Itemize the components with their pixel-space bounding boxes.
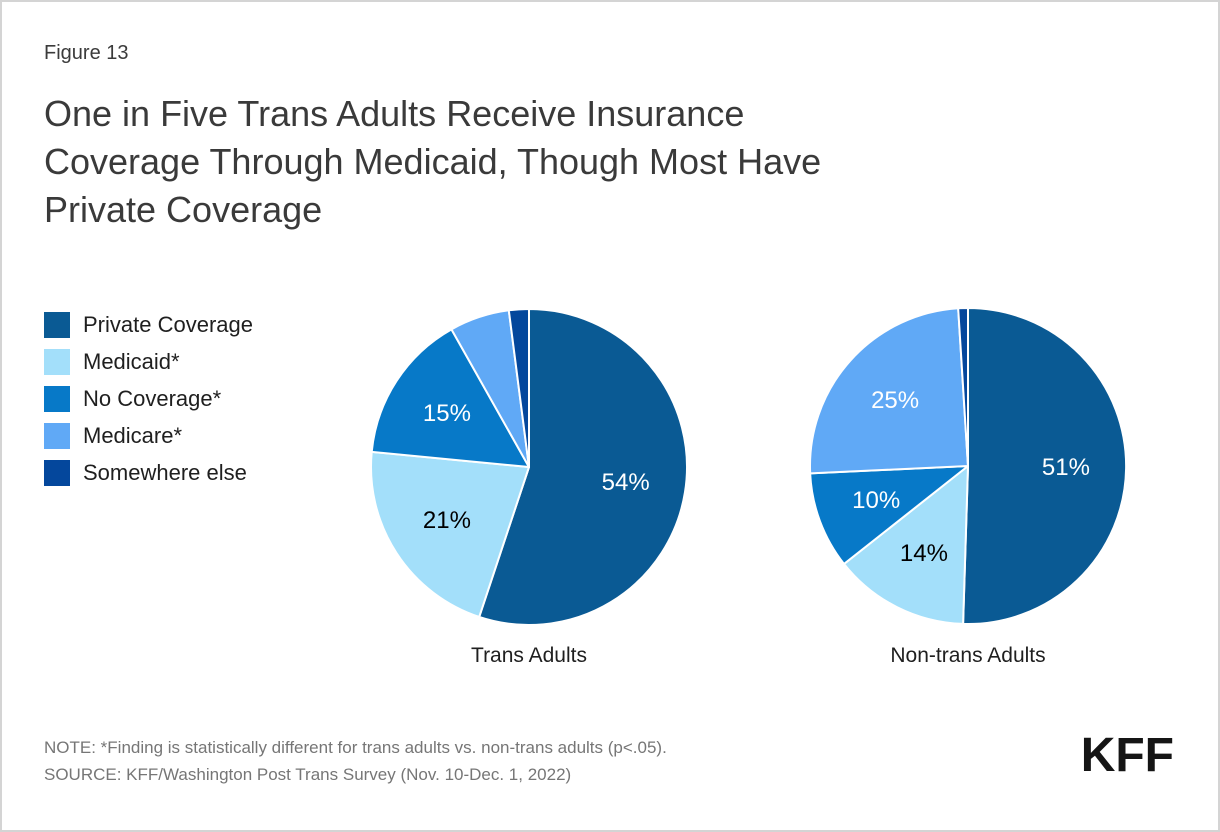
legend-label: Private Coverage [83,312,253,337]
pie-slice-private-coverage [478,308,688,626]
legend-swatch-icon [44,386,70,412]
source-text: SOURCE: KFF/Washington Post Trans Survey… [44,765,572,784]
trans-adults-pie-chart: 54% 21% 15% [370,308,688,626]
legend-label: Medicare* [83,423,183,448]
legend-label: Somewhere else [83,460,247,485]
pie-slice-somewhere-else [507,308,530,468]
legend-label: No Coverage* [83,386,222,411]
non-trans-adults-caption: Non-trans Adults [890,644,1046,667]
pie-slice-medicare [809,307,969,475]
chart-title-line-3: Private Coverage [44,189,323,230]
pie-slice-somewhere-else [957,307,969,467]
legend-item: Medicaid* [44,349,253,375]
legend-swatch-icon [44,349,70,375]
legend-swatch-icon [44,312,70,338]
legend-item: No Coverage* [44,386,253,412]
trans-adults-caption: Trans Adults [471,644,587,667]
legend-swatch-icon [44,423,70,449]
pie-slice-private-coverage [962,307,1128,625]
pie-slice-no-coverage [370,328,530,468]
chart-title: One in Five Trans Adults Receive Insuran… [44,90,821,234]
slice-percentage-label: 54% [602,469,650,496]
chart-title-line-1: One in Five Trans Adults Receive Insuran… [44,93,745,134]
legend-swatch-icon [44,460,70,486]
pie-slice-medicaid [843,465,969,625]
kff-logo: KFF [1080,729,1174,782]
slice-percentage-label: 10% [852,487,900,514]
slice-percentage-label: 14% [900,540,948,567]
slice-percentage-label: 25% [871,387,919,414]
non-trans-adults-pie-chart: 51% 14%10% 25% [809,307,1128,625]
legend-label: Medicaid* [83,349,180,374]
slice-percentage-label: 15% [423,400,471,427]
slice-percentage-label: 51% [1042,454,1090,481]
chart-title-line-2: Coverage Through Medicaid, Though Most H… [44,141,822,182]
legend-item: Somewhere else [44,460,253,486]
legend: Private Coverage Medicaid* No Coverage* Med… [44,312,253,497]
note-text: NOTE: *Finding is statistically differen… [44,738,667,757]
legend-item: Private Coverage [44,312,253,338]
pie-slice-medicaid [370,450,530,618]
figure-number-label: Figure 13 [44,42,129,64]
slice-percentage-label: 21% [423,507,471,534]
legend-item: Medicare* [44,423,253,449]
pie-slice-no-coverage [809,465,969,565]
